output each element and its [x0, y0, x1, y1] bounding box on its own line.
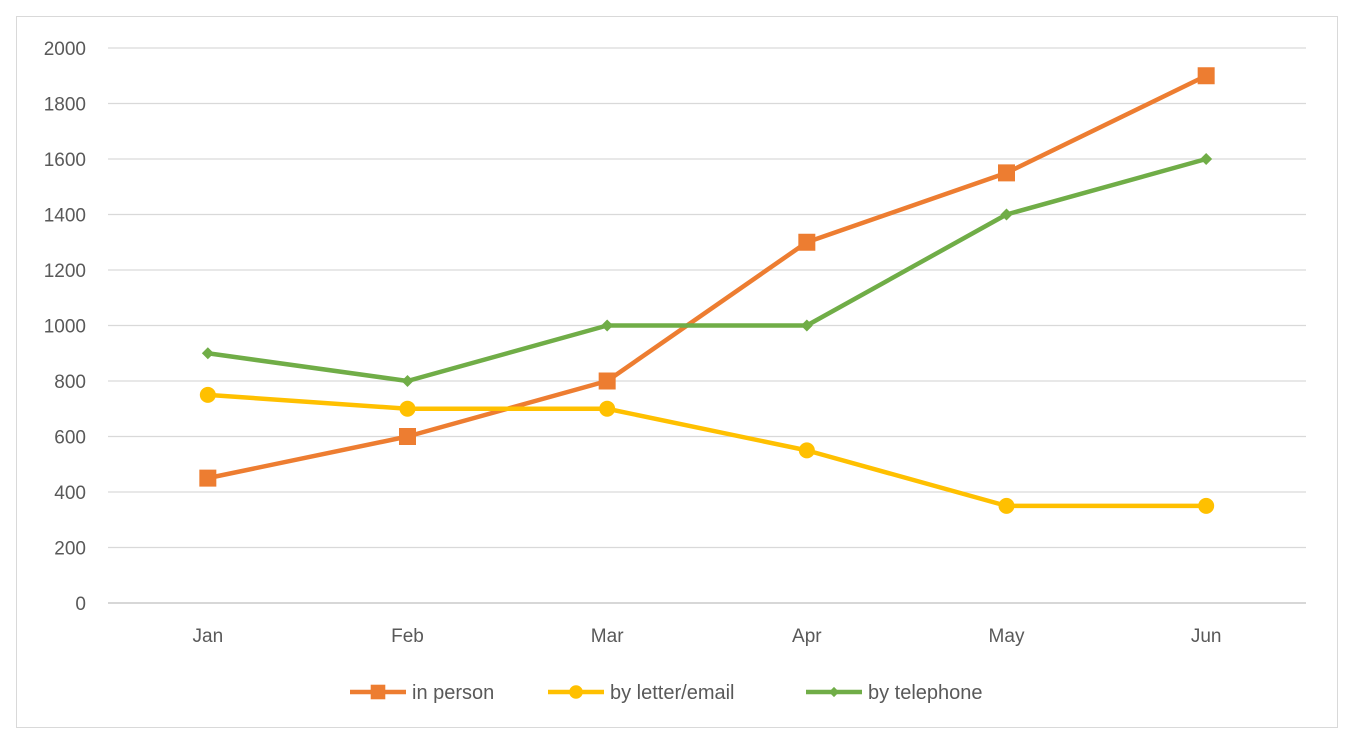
data-point: [998, 164, 1015, 182]
data-point: [401, 375, 414, 387]
legend-item: in person: [350, 682, 494, 704]
series-lines: [199, 67, 1215, 514]
data-point: [399, 428, 416, 445]
y-tick-label: 1800: [44, 95, 86, 116]
data-point: [599, 400, 616, 417]
y-tick-label: 0: [75, 594, 86, 615]
x-tick-label: Mar: [591, 626, 624, 647]
legend-label: in person: [412, 682, 494, 704]
data-point: [798, 233, 816, 251]
data-point: [199, 469, 217, 487]
y-tick-label: 800: [54, 372, 86, 393]
data-point: [998, 497, 1015, 514]
y-tick-label: 200: [54, 539, 86, 560]
data-point: [601, 319, 614, 332]
y-axis-tick-labels: 0 200 400 600 800 1000 1200 1400 1600 1800 2000: [44, 39, 86, 615]
series-line: [205, 392, 1209, 509]
y-tick-label: 2000: [44, 39, 86, 60]
data-point: [1197, 67, 1215, 85]
data-point: [800, 319, 813, 332]
data-point: [1198, 497, 1215, 514]
data-point: [1200, 153, 1213, 165]
x-axis-tick-labels: Jan Feb Mar Apr May Jun: [193, 626, 1222, 647]
y-tick-label: 1400: [44, 206, 86, 227]
series-line: [205, 156, 1209, 384]
legend-marker: [828, 686, 840, 698]
x-tick-label: Feb: [391, 626, 424, 647]
legend: in person by letter/email by telephone: [350, 682, 983, 704]
data-point: [201, 347, 214, 360]
y-tick-label: 1200: [44, 261, 86, 282]
legend-marker: [370, 684, 386, 700]
y-tick-label: 400: [54, 483, 86, 504]
legend-item: by telephone: [806, 682, 983, 704]
series-by-letter-email: [199, 386, 1215, 514]
legend-label: by letter/email: [610, 682, 735, 704]
gridlines: [108, 47, 1306, 604]
data-point: [798, 442, 815, 459]
data-point: [598, 372, 616, 390]
legend-marker: [569, 685, 583, 699]
series-by-telephone: [201, 153, 1213, 387]
series-line: [205, 73, 1209, 481]
x-tick-label: May: [989, 626, 1025, 647]
data-point: [399, 400, 416, 417]
series-in-person: [199, 67, 1215, 487]
chart-frame: [16, 16, 1338, 728]
y-tick-label: 600: [54, 428, 86, 449]
data-point: [199, 386, 216, 403]
legend-item: by letter/email: [548, 682, 735, 704]
x-tick-label: Jun: [1191, 626, 1222, 647]
y-tick-label: 1600: [44, 150, 86, 171]
legend-label: by telephone: [868, 682, 983, 704]
x-tick-label: Apr: [792, 626, 822, 647]
data-point: [1000, 208, 1013, 221]
y-tick-label: 1000: [44, 317, 86, 338]
x-tick-label: Jan: [193, 626, 224, 647]
